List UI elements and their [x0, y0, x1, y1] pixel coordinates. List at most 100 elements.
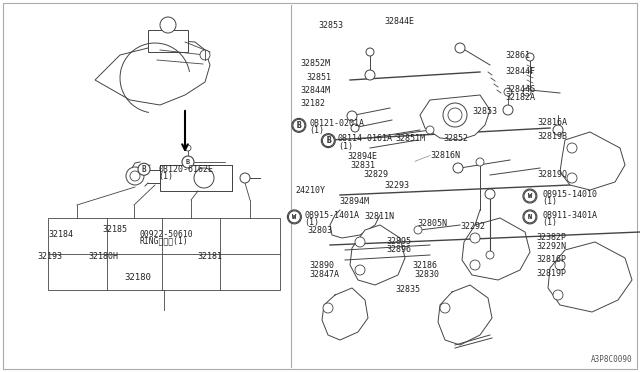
Circle shape: [453, 163, 463, 173]
Circle shape: [440, 303, 450, 313]
Circle shape: [347, 111, 357, 121]
Circle shape: [194, 168, 214, 188]
Circle shape: [323, 303, 333, 313]
Circle shape: [470, 233, 480, 243]
Bar: [148, 30, 188, 52]
Text: 32835: 32835: [396, 285, 420, 294]
Text: 32816N: 32816N: [430, 151, 460, 160]
Circle shape: [524, 211, 536, 223]
Polygon shape: [548, 242, 632, 312]
Text: 32844E: 32844E: [384, 17, 414, 26]
Text: 32852: 32852: [444, 134, 468, 143]
Circle shape: [553, 125, 563, 135]
Text: 08911-3401A: 08911-3401A: [543, 211, 598, 219]
Circle shape: [365, 70, 375, 80]
Circle shape: [126, 167, 144, 185]
Polygon shape: [95, 40, 210, 105]
Text: 32894E: 32894E: [348, 152, 378, 161]
Circle shape: [355, 237, 365, 247]
Text: 32853: 32853: [472, 107, 497, 116]
Text: 32803: 32803: [307, 226, 332, 235]
Polygon shape: [560, 132, 625, 190]
Text: 08120-6162E: 08120-6162E: [158, 165, 213, 174]
Text: 24210Y: 24210Y: [296, 186, 326, 195]
Polygon shape: [420, 95, 490, 140]
Circle shape: [160, 17, 176, 33]
Circle shape: [476, 158, 484, 166]
Circle shape: [567, 173, 577, 183]
Circle shape: [523, 210, 537, 224]
Circle shape: [504, 88, 512, 96]
Circle shape: [182, 156, 194, 168]
Text: 32830: 32830: [415, 270, 440, 279]
Text: 32847A: 32847A: [309, 270, 339, 279]
Text: N: N: [528, 214, 532, 220]
Text: 32829: 32829: [364, 170, 388, 179]
Text: 32896: 32896: [386, 246, 411, 254]
Circle shape: [292, 118, 306, 132]
Text: 32182: 32182: [301, 99, 326, 108]
Circle shape: [443, 103, 467, 127]
Circle shape: [293, 119, 305, 131]
Text: 32844G: 32844G: [506, 85, 536, 94]
Bar: [48, 218, 280, 290]
Text: (1): (1): [309, 126, 324, 135]
Circle shape: [426, 126, 434, 134]
Text: 00922-50610: 00922-50610: [140, 230, 193, 239]
Text: N: N: [528, 214, 532, 220]
Text: 32292N: 32292N: [536, 242, 566, 251]
Text: 32853: 32853: [319, 21, 344, 30]
Text: B: B: [296, 121, 301, 130]
Circle shape: [523, 189, 537, 203]
Text: (1): (1): [305, 218, 319, 227]
Circle shape: [321, 134, 335, 148]
Circle shape: [138, 163, 150, 175]
Text: 32811N: 32811N: [365, 212, 395, 221]
Polygon shape: [462, 218, 530, 280]
Text: 08915-14010: 08915-14010: [543, 190, 598, 199]
Circle shape: [185, 145, 191, 151]
Text: W: W: [528, 193, 532, 199]
Circle shape: [523, 88, 531, 96]
Text: 32180H: 32180H: [88, 252, 118, 261]
Polygon shape: [350, 225, 405, 285]
Circle shape: [470, 260, 480, 270]
Text: 32182A: 32182A: [506, 93, 536, 102]
Text: (1): (1): [158, 172, 173, 181]
Text: (1): (1): [338, 142, 353, 151]
Text: B: B: [326, 136, 331, 145]
Text: 32861: 32861: [506, 51, 531, 60]
Text: 32193: 32193: [37, 252, 62, 261]
Circle shape: [200, 50, 210, 60]
Text: (1): (1): [543, 197, 557, 206]
Circle shape: [526, 53, 534, 61]
Circle shape: [323, 135, 334, 147]
Text: 32185: 32185: [102, 225, 127, 234]
Text: W: W: [292, 214, 296, 220]
Text: 32816P: 32816P: [536, 255, 566, 264]
Text: 32831: 32831: [351, 161, 376, 170]
Text: RINGリング(1): RINGリング(1): [140, 237, 188, 246]
Text: 32293: 32293: [384, 181, 409, 190]
Text: 32844F: 32844F: [506, 67, 536, 76]
Text: W: W: [292, 214, 296, 220]
Text: B: B: [326, 136, 331, 145]
Text: 32816A: 32816A: [538, 118, 568, 127]
Text: 08121-0201A: 08121-0201A: [309, 119, 364, 128]
Text: W: W: [528, 193, 532, 199]
Circle shape: [240, 173, 250, 183]
Text: 32851: 32851: [306, 73, 331, 82]
Text: 32805N: 32805N: [417, 219, 447, 228]
Text: 32186: 32186: [413, 262, 438, 270]
Text: 32184: 32184: [49, 230, 74, 239]
Text: 32851M: 32851M: [396, 134, 426, 143]
Text: 08114-0161A: 08114-0161A: [338, 134, 393, 143]
Circle shape: [289, 211, 300, 223]
Circle shape: [486, 251, 494, 259]
Text: 32181: 32181: [197, 252, 222, 261]
Text: 32852M: 32852M: [301, 59, 331, 68]
Text: 32895: 32895: [386, 237, 411, 246]
Circle shape: [555, 260, 565, 270]
Circle shape: [503, 105, 513, 115]
Text: 32292: 32292: [461, 222, 486, 231]
